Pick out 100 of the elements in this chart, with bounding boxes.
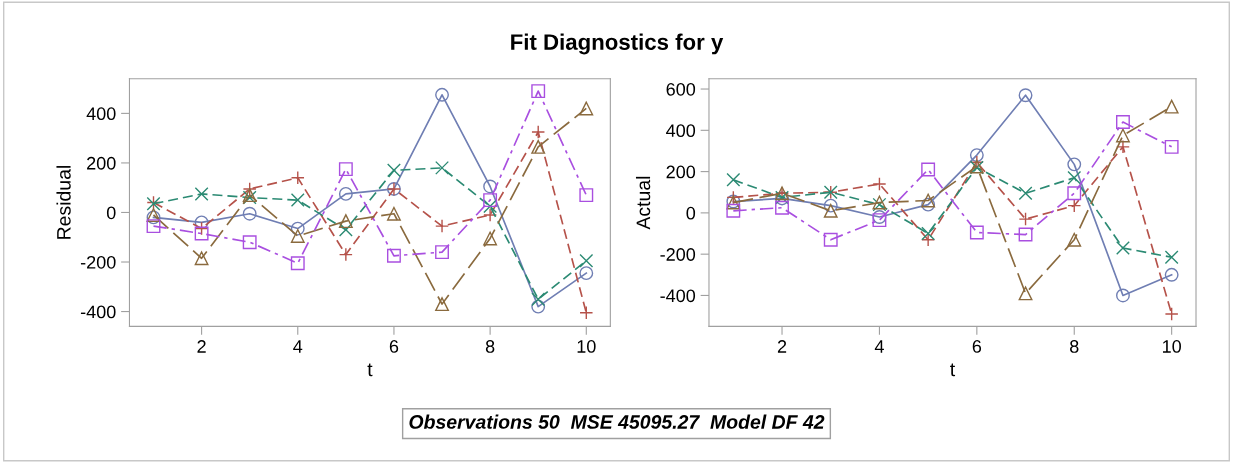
point (531, 292, 546, 307)
y-tick-label: -200 (80, 255, 116, 269)
point (290, 256, 305, 271)
point (1164, 307, 1179, 321)
point (1116, 128, 1130, 143)
point (194, 226, 209, 241)
point (338, 162, 353, 177)
x-tick-label: 2 (777, 340, 787, 353)
y-tick-label: 200 (666, 165, 696, 179)
point (1116, 115, 1130, 130)
point (969, 148, 984, 163)
point (726, 172, 741, 187)
x-axis-title: t (950, 363, 956, 377)
y-tick-label: 200 (87, 156, 116, 170)
point (338, 186, 353, 201)
point (194, 221, 209, 236)
point (290, 193, 305, 208)
point (872, 177, 887, 191)
x-tick-label: 4 (293, 340, 303, 353)
point (1164, 250, 1179, 265)
point (1067, 170, 1082, 185)
y-axis-title: Residual (56, 166, 71, 239)
point (435, 87, 449, 102)
point (579, 253, 594, 268)
point (1116, 288, 1130, 303)
point (242, 181, 257, 196)
point (194, 186, 209, 201)
point (290, 229, 305, 243)
point (242, 206, 257, 221)
point (579, 188, 594, 203)
point (1164, 99, 1179, 114)
point (1116, 241, 1130, 255)
point (483, 199, 498, 214)
point (435, 245, 449, 260)
y-tick-label: 400 (86, 107, 116, 121)
point (146, 219, 161, 234)
point (435, 160, 449, 175)
point (531, 299, 546, 314)
point (338, 247, 353, 262)
y-tick-label: 600 (666, 82, 696, 96)
x-axis-title: t (367, 363, 373, 377)
point (579, 101, 594, 116)
point (483, 179, 498, 194)
point (921, 193, 936, 208)
point (483, 193, 498, 208)
point (921, 162, 936, 177)
point (921, 226, 936, 241)
point (290, 170, 305, 185)
point (435, 297, 449, 312)
point (531, 84, 546, 99)
y-tick-label: -400 (80, 305, 116, 319)
y-tick-label: 0 (686, 206, 696, 220)
point (726, 203, 741, 218)
point (386, 206, 401, 221)
point (435, 219, 449, 234)
point (531, 139, 546, 154)
point (531, 125, 546, 139)
point (1164, 139, 1179, 154)
point (338, 222, 353, 237)
point (242, 235, 257, 250)
point (1067, 157, 1082, 172)
point (1018, 286, 1033, 301)
point (823, 203, 838, 218)
point (1116, 139, 1130, 154)
chart-title: Fit Diagnostics for y (511, 33, 724, 55)
y-tick-label: 0 (106, 206, 116, 220)
point (921, 197, 936, 212)
point (1018, 186, 1033, 201)
point (386, 163, 401, 178)
point (579, 305, 594, 320)
point (921, 232, 936, 247)
point (483, 208, 498, 222)
text: Observations 50 MSE 45095.27 Model DF 42 (409, 414, 825, 429)
x-tick-label: 6 (389, 340, 399, 353)
point (823, 232, 838, 247)
point (1018, 212, 1033, 227)
point (1067, 186, 1082, 201)
y-tick-label: -200 (660, 248, 696, 261)
point (338, 214, 353, 229)
point (1018, 88, 1033, 103)
point (872, 213, 887, 228)
point (1018, 227, 1033, 242)
x-tick-label: 2 (197, 340, 206, 353)
point (1164, 267, 1179, 282)
point (775, 200, 789, 215)
point (579, 266, 594, 281)
x-tick-label: 6 (972, 340, 982, 353)
point (969, 225, 984, 240)
point (290, 221, 305, 236)
point (483, 231, 498, 246)
y-tick-label: 400 (666, 124, 696, 138)
point (194, 251, 209, 266)
y-tick-label: -400 (660, 289, 696, 303)
x-tick-label: 10 (1162, 340, 1181, 353)
x-tick-label: 4 (874, 340, 884, 353)
point (1067, 232, 1082, 247)
point (823, 198, 838, 213)
x-tick-label: 10 (577, 340, 596, 353)
point (726, 190, 741, 205)
x-tick-label: 8 (485, 340, 495, 353)
